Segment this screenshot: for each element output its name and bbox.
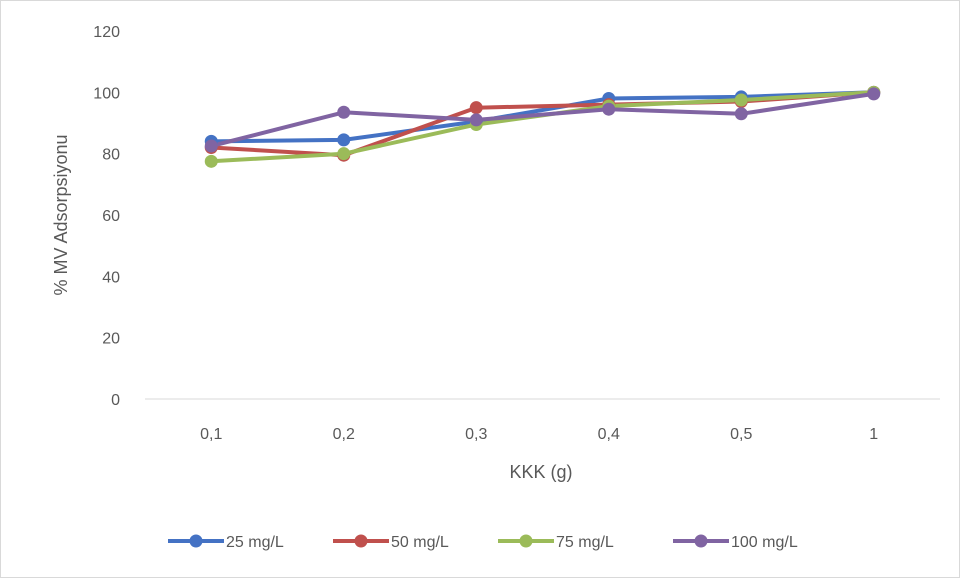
- y-tick-label: 20: [102, 331, 120, 348]
- series-line: [209, 90, 876, 144]
- data-point: [469, 113, 483, 127]
- data-point: [337, 105, 351, 119]
- x-tick-label: 0,2: [333, 426, 355, 443]
- legend-item: 100 mg/L: [673, 534, 798, 551]
- data-point: [602, 102, 616, 116]
- series-points: [204, 85, 881, 168]
- data-point: [337, 133, 351, 147]
- y-tick-label: 80: [102, 147, 120, 164]
- x-tick-label: 0,3: [465, 426, 487, 443]
- legend-label: 50 mg/L: [391, 534, 449, 551]
- x-axis-title: KKK (g): [509, 462, 572, 482]
- x-axis-ticks: 0,1 0,2 0,3 0,4 0,5 1: [200, 426, 878, 443]
- x-tick-label: 0,1: [200, 426, 222, 443]
- legend-item: 25 mg/L: [168, 534, 284, 551]
- legend-label: 25 mg/L: [226, 534, 284, 551]
- data-point: [204, 139, 218, 153]
- series-line: [209, 90, 876, 164]
- x-tick-label: 0,4: [598, 426, 620, 443]
- y-axis-ticks: 0 20 40 60 80 100 120: [93, 24, 120, 409]
- legend-item: 50 mg/L: [333, 534, 449, 551]
- legend-swatch-marker: [519, 534, 533, 548]
- y-tick-label: 40: [102, 269, 120, 286]
- x-tick-label: 1: [869, 426, 878, 443]
- data-point: [469, 101, 483, 115]
- y-tick-label: 0: [111, 392, 120, 409]
- y-tick-label: 120: [93, 24, 120, 41]
- legend-swatch-marker: [354, 534, 368, 548]
- legend-label: 100 mg/L: [731, 534, 798, 551]
- y-tick-label: 60: [102, 208, 120, 225]
- y-tick-label: 100: [93, 85, 120, 102]
- legend-swatch-marker: [694, 534, 708, 548]
- legend-item: 75 mg/L: [498, 534, 614, 551]
- y-axis-title: % MV Adsorpsiyonu: [51, 134, 71, 295]
- legend-label: 75 mg/L: [556, 534, 614, 551]
- data-point: [204, 154, 218, 168]
- series-line: [209, 90, 876, 158]
- legend: 25 mg/L 50 mg/L 75 mg/L 100 mg/L: [168, 534, 798, 551]
- legend-swatch-marker: [189, 534, 203, 548]
- data-point: [734, 93, 748, 107]
- series-line: [209, 91, 876, 148]
- x-tick-label: 0,5: [730, 426, 752, 443]
- data-point: [867, 87, 881, 101]
- data-point: [337, 147, 351, 161]
- data-point: [734, 107, 748, 121]
- series-lines: [209, 90, 876, 164]
